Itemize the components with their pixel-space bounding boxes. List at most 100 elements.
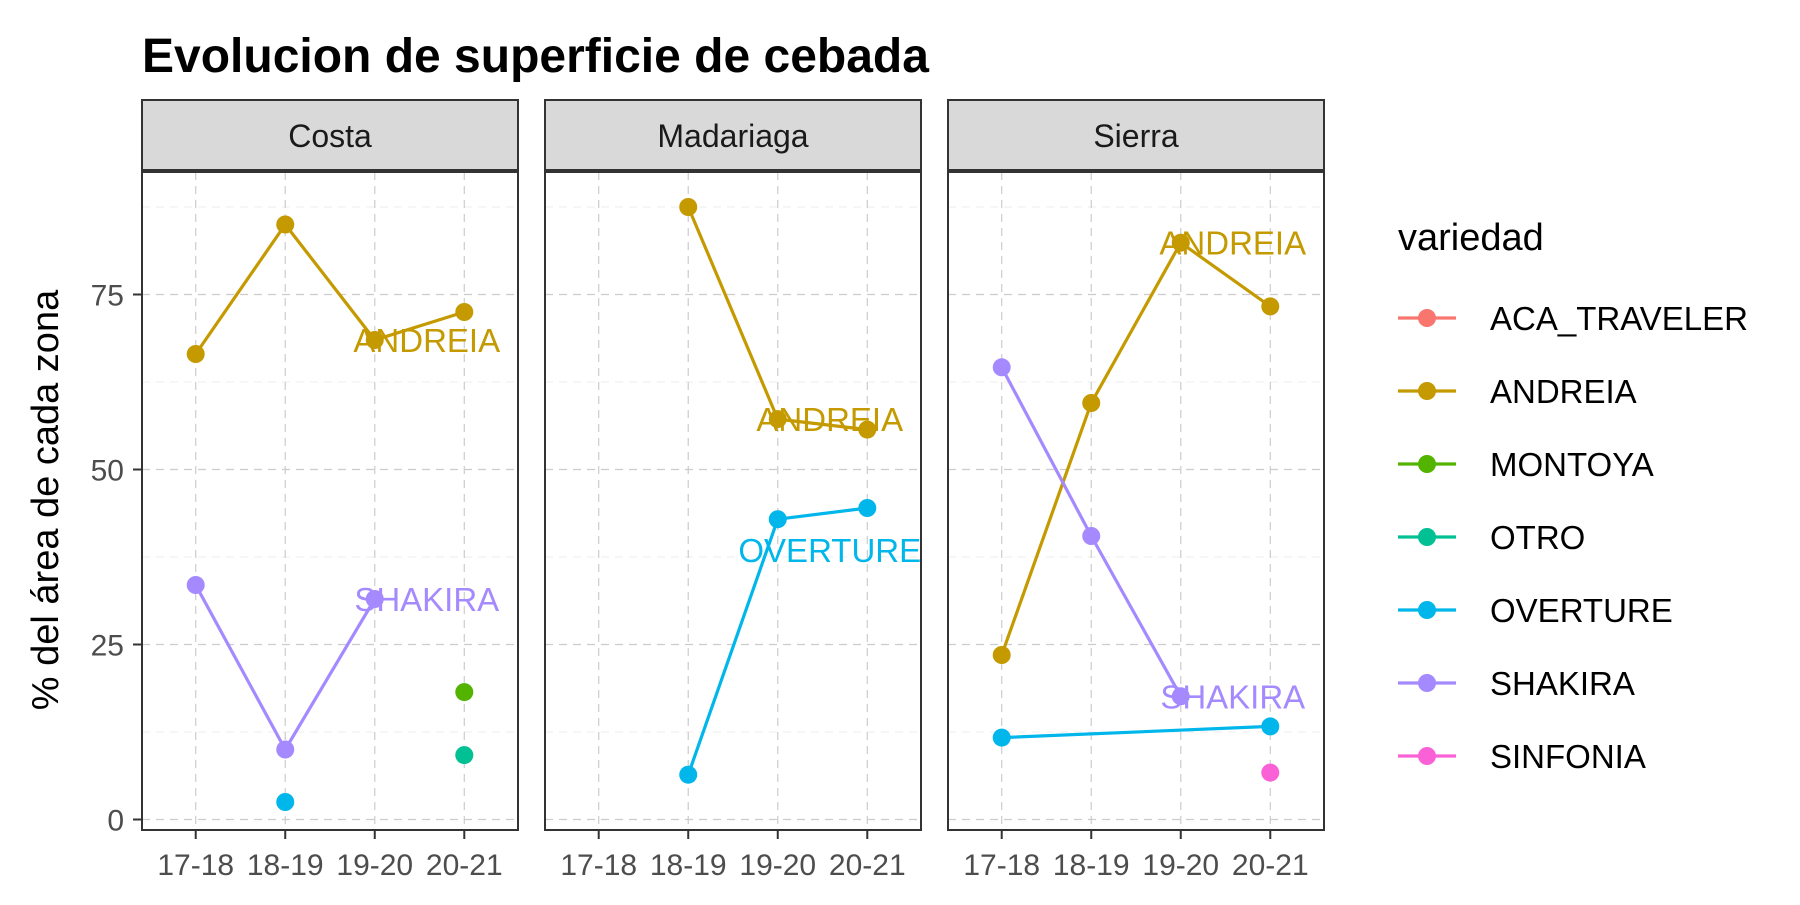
data-point-overture-20-21	[858, 499, 877, 517]
legend-key-point	[1418, 528, 1436, 546]
series-line-segment	[1089, 241, 1183, 405]
legend: variedad ACA_TRAVELER ANDREIA MONTOYA OTRO O…	[1398, 217, 1748, 775]
x-tick-label-19-20: 19-20	[1142, 849, 1219, 882]
series-line-segment	[776, 506, 869, 521]
panel-background	[142, 172, 518, 830]
data-point-andreia-19-20	[1171, 233, 1190, 252]
legend-item-otro: OTRO	[1398, 519, 1585, 556]
series-label-overture: OVERTURE	[738, 532, 921, 569]
legend-item-overture: OVERTURE	[1398, 592, 1673, 629]
y-tick-label-0: 0	[107, 805, 124, 838]
y-tick-label-25: 25	[91, 630, 124, 663]
data-point-andreia-17-18	[186, 345, 205, 363]
series-overture	[992, 717, 1280, 747]
legend-label: SINFONIA	[1490, 738, 1646, 775]
data-point-overture-19-20	[768, 510, 787, 529]
data-point-shakira-18-19	[276, 740, 295, 759]
series-label-andreia: ANDREIA	[353, 322, 500, 359]
x-tick-label-17-18: 17-18	[157, 849, 234, 882]
panel-border	[947, 171, 1325, 831]
legend-label: OVERTURE	[1490, 592, 1673, 629]
series-shakira	[992, 358, 1190, 706]
legend-item-andreia: ANDREIA	[1398, 373, 1637, 410]
data-point-andreia-17-18	[992, 646, 1011, 664]
legend-key-point	[1418, 309, 1436, 327]
x-tick-label-20-21: 20-21	[426, 849, 503, 882]
facet-panels: 0 25 50 75 Costa ANDREIA SHAKIRA 17-18 18-19 19-2…	[91, 99, 1325, 882]
series-line-segment	[686, 517, 780, 777]
x-tick-label-17-18: 17-18	[963, 849, 1040, 882]
x-tick-label-18-19: 18-19	[650, 849, 727, 882]
series-line-segment	[1000, 724, 1272, 740]
data-point-andreia-20-21	[858, 420, 877, 439]
data-point-overture-18-19	[276, 793, 295, 811]
legend-key-point	[1418, 747, 1436, 765]
data-point-andreia-20-21	[455, 303, 474, 321]
y-axis-label: % del área de cada zona	[25, 289, 67, 710]
legend-items: ACA_TRAVELER ANDREIA MONTOYA OTRO OVERTURE SH…	[1398, 300, 1748, 775]
x-tick-label-20-21: 20-21	[1232, 849, 1309, 882]
y-tick-label-75: 75	[91, 280, 124, 313]
panel-border	[141, 171, 519, 831]
facet-strip-label: Madariaga	[657, 118, 808, 154]
series-line-segment	[1000, 401, 1093, 657]
panel-border	[544, 171, 922, 831]
legend-item-sinfonia: SINFONIA	[1398, 738, 1646, 775]
x-tick-label-18-19: 18-19	[1053, 849, 1130, 882]
x-tick-label-19-20: 19-20	[739, 849, 816, 882]
facet-strip	[947, 99, 1325, 171]
series-line-segment	[194, 583, 287, 752]
series-line-segment	[283, 222, 377, 342]
series-label-andreia: ANDREIA	[1159, 225, 1306, 262]
data-point-andreia-18-19	[679, 198, 698, 216]
legend-label: ACA_TRAVELER	[1490, 300, 1748, 337]
series-andreia	[992, 233, 1280, 664]
series-line-segment	[1089, 534, 1183, 698]
series-line-segment	[1000, 365, 1093, 538]
data-point-overture-20-21	[1261, 717, 1280, 736]
series-line-segment	[373, 310, 466, 342]
facet-strip	[141, 99, 519, 171]
legend-key-point	[1418, 455, 1436, 473]
facet-strip	[544, 99, 922, 171]
series-line-segment	[194, 222, 287, 356]
data-point-shakira-19-20	[365, 590, 384, 608]
data-point-shakira-17-18	[992, 358, 1011, 377]
panel-sierra: Sierra ANDREIA SHAKIRA 17-18 18-19 19-20 20-21	[947, 99, 1325, 882]
series-montoya	[455, 683, 474, 702]
legend-key-point	[1418, 674, 1436, 692]
data-point-shakira-19-20	[1171, 687, 1190, 706]
series-andreia	[186, 215, 474, 363]
data-point-overture-17-18	[992, 728, 1011, 747]
panel-madariaga: Madariaga ANDREIA OVERTURE 17-18 18-19 19-20 2…	[544, 99, 922, 882]
chart-title: Evolucion de superficie de cebada	[142, 30, 929, 83]
data-point-otro-20-21	[455, 746, 474, 765]
data-point-montoya-20-21	[455, 683, 474, 702]
legend-label: MONTOYA	[1490, 446, 1654, 483]
data-point-andreia-20-21	[1261, 297, 1280, 316]
legend-label: OTRO	[1490, 519, 1585, 556]
x-tick-label-18-19: 18-19	[247, 849, 324, 882]
x-tick-label-17-18: 17-18	[560, 849, 637, 882]
x-tick-label-19-20: 19-20	[336, 849, 413, 882]
legend-key-point	[1418, 601, 1436, 619]
series-shakira	[186, 576, 384, 759]
panel-background	[948, 172, 1324, 830]
data-point-andreia-18-19	[1082, 394, 1101, 412]
series-line-segment	[283, 597, 377, 752]
data-point-shakira-17-18	[186, 576, 205, 594]
y-tick-label-50: 50	[91, 455, 124, 488]
series-label-andreia: ANDREIA	[756, 401, 903, 438]
legend-label: ANDREIA	[1490, 373, 1637, 410]
series-label-shakira: SHAKIRA	[1160, 678, 1305, 715]
data-point-andreia-19-20	[365, 331, 384, 349]
facet-strip-label: Costa	[288, 118, 372, 154]
data-point-andreia-19-20	[768, 410, 787, 429]
series-andreia	[679, 198, 877, 439]
legend-item-aca-traveler: ACA_TRAVELER	[1398, 300, 1748, 337]
series-otro	[455, 746, 474, 765]
facet-strip-label: Sierra	[1093, 118, 1179, 154]
series-line-segment	[686, 205, 780, 421]
series-overture	[276, 793, 295, 811]
